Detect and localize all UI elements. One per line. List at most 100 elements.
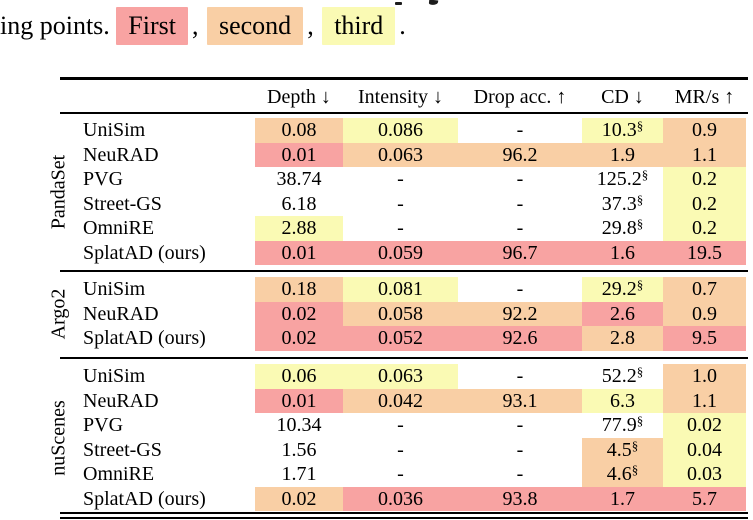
metric-cell: 0.18 — [255, 277, 343, 302]
metric-cell: 1.56 — [255, 438, 343, 463]
metric-cell: 0.02 — [255, 301, 343, 326]
table-row: OmniRE 2.88 - - 29.8§ 0.2 — [0, 216, 753, 241]
table-row: UniSim 0.06 0.063 - 52.2§ 1.0 — [0, 364, 753, 389]
section-sign-superscript: § — [631, 462, 639, 477]
metric-value: 0.03 — [687, 463, 722, 485]
metric-value: - — [397, 168, 404, 190]
section-divider-rule — [60, 269, 748, 272]
metric-cell: 93.1 — [458, 388, 582, 413]
dataset-section: nuScenes UniSim 0.06 0.063-52.2§ 1.0 NeuRAD 0.… — [0, 364, 753, 511]
metric-value: 1.1 — [692, 389, 717, 412]
metric-value: - — [397, 217, 404, 239]
metric-value: 0.059 — [378, 241, 423, 264]
metric-cell: 19.5 — [663, 240, 746, 265]
metric-value: 4.6 — [606, 463, 632, 485]
metric-cell: 0.01 — [255, 240, 343, 265]
method-name: Street-GS — [83, 192, 162, 215]
dataset-section: Argo2 UniSim 0.18 0.081-29.2§ 0.7 NeuRAD 0.02 0… — [0, 277, 753, 351]
metric-cell: 6.3 — [582, 388, 663, 413]
metric-cell: 0.06 — [255, 364, 343, 389]
metric-cell: 4.6§ — [582, 462, 663, 487]
metric-cell: 0.03 — [663, 462, 746, 487]
metric-cell: - — [343, 438, 458, 463]
metric-cell: 1.71 — [255, 462, 343, 487]
metric-cell: 1.9 — [582, 142, 663, 167]
table-row: SplatAD (ours) 0.02 0.036 93.8 1.7 5.7 — [0, 486, 753, 511]
metric-cell: 38.74 — [255, 167, 343, 192]
metric-value: 37.3 — [601, 192, 637, 215]
column-header: Depth ↓ — [267, 86, 331, 108]
metric-value: - — [516, 192, 524, 215]
metric-value: - — [397, 192, 404, 215]
metric-value: 1.0 — [692, 365, 717, 387]
column-header: Intensity ↓ — [358, 86, 443, 108]
metric-cell: 0.036 — [343, 486, 458, 511]
table-row: NeuRAD 0.01 0.042 93.1 6.3 1.1 — [0, 388, 753, 413]
metric-value: 0.052 — [378, 327, 423, 349]
table-row: OmniRE 1.71 - - 4.6§ 0.03 — [0, 462, 753, 487]
metric-value: 0.02 — [281, 327, 317, 349]
metric-value: 0.02 — [281, 302, 317, 325]
metric-value: 1.71 — [281, 463, 317, 485]
metric-value: 0.7 — [692, 278, 717, 300]
metric-value: - — [516, 278, 524, 300]
metric-value: 125.2 — [596, 168, 642, 190]
metric-value: 1.7 — [610, 487, 635, 510]
metric-cell: - — [458, 118, 582, 143]
metric-value: 0.042 — [378, 389, 423, 412]
metric-cell: 0.081 — [343, 277, 458, 302]
metric-cell: 1.1 — [663, 142, 746, 167]
metric-value: 0.058 — [378, 302, 423, 325]
metric-cell: 93.8 — [458, 486, 582, 511]
metric-cell: 125.2§ — [582, 167, 663, 192]
method-name: SplatAD (ours) — [83, 487, 206, 510]
metric-value: 77.9 — [601, 414, 637, 436]
metric-value: 0.02 — [281, 487, 317, 510]
metric-value: 10.34 — [276, 414, 322, 436]
metric-cell: 96.7 — [458, 240, 582, 265]
metric-value: 0.18 — [281, 278, 317, 300]
metric-cell: 0.02 — [663, 413, 746, 438]
metric-value: 38.74 — [276, 168, 322, 190]
metric-cell: 2.8 — [582, 326, 663, 351]
section-sign-superscript: § — [636, 277, 644, 292]
metric-value: 1.9 — [610, 143, 635, 166]
metric-cell: - — [458, 277, 582, 302]
metric-cell: 6.18 — [255, 192, 343, 217]
table-bottom-rule — [60, 517, 748, 519]
method-name: NeuRAD — [83, 143, 159, 166]
metric-value: 0.01 — [281, 143, 317, 166]
table-top-rule — [60, 77, 748, 80]
metric-value: 92.2 — [502, 302, 538, 325]
metric-cell: 0.058 — [343, 301, 458, 326]
table-row: Street-GS 6.18 - - 37.3§ 0.2 — [0, 191, 753, 217]
metric-cell: 0.042 — [343, 388, 458, 413]
metric-value: 0.01 — [281, 241, 317, 264]
table-header-rule — [60, 111, 748, 114]
table-caption: ing points. First, second, third. — [0, 6, 753, 46]
metric-cell: 0.02 — [255, 486, 343, 511]
metric-cell: 0.052 — [343, 326, 458, 351]
metric-value: 0.9 — [692, 302, 717, 325]
metric-cell: - — [343, 192, 458, 217]
metric-value: 93.1 — [502, 389, 538, 412]
metric-cell: 37.3§ — [582, 192, 663, 217]
metric-value: - — [397, 463, 404, 485]
metric-value: 0.036 — [378, 487, 423, 510]
section-sign-superscript: § — [636, 118, 644, 133]
section-sign-superscript: § — [641, 167, 649, 182]
table-row: SplatAD (ours) 0.01 0.059 96.7 1.6 19.5 — [0, 240, 753, 265]
metric-value: 52.2 — [601, 365, 637, 387]
metric-cell: 1.6 — [582, 240, 663, 265]
metric-value: 96.2 — [502, 143, 538, 166]
metric-cell: - — [458, 413, 582, 438]
metric-value: 5.7 — [692, 487, 717, 510]
metric-value: 6.18 — [281, 192, 317, 215]
metric-cell: 96.2 — [458, 142, 582, 167]
method-name: UniSim — [83, 278, 146, 300]
metric-value: 0.2 — [692, 168, 717, 190]
metric-cell: - — [458, 192, 582, 217]
metric-cell: 1.1 — [663, 388, 746, 413]
metric-cell: 1.0 — [663, 364, 746, 389]
